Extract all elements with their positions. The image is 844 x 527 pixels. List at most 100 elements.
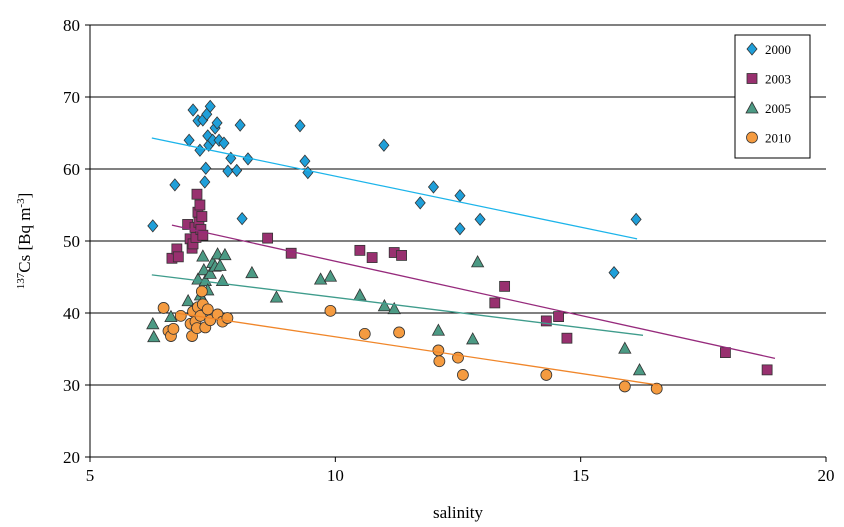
point: [157, 302, 170, 314]
y-tick-label: 50: [63, 232, 80, 251]
point: [269, 290, 284, 303]
point: [414, 196, 426, 210]
point: [196, 249, 210, 262]
point: [427, 180, 439, 194]
point: [191, 188, 203, 200]
point: [378, 138, 390, 152]
point: [218, 247, 232, 261]
x-tick-label: 20: [818, 466, 835, 485]
point: [200, 161, 212, 175]
point: [164, 309, 178, 322]
trend-line: [151, 137, 638, 240]
point: [561, 332, 573, 344]
point: [204, 99, 216, 113]
y-label-sup: -3: [15, 198, 27, 208]
point: [218, 136, 230, 150]
point: [432, 344, 445, 357]
point: [489, 297, 501, 309]
trend-line: [151, 274, 644, 336]
point: [393, 326, 406, 339]
y-label-sup: 137: [15, 272, 27, 289]
y-tick-label: 40: [63, 304, 80, 323]
legend-marker: [746, 131, 758, 144]
y-tick-label: 60: [63, 160, 80, 179]
point: [387, 301, 401, 315]
legend: 2000 2003 2005 2010: [734, 34, 811, 159]
y-label-text: Cs [Bq m: [15, 208, 34, 273]
point: [181, 293, 195, 307]
point: [454, 189, 466, 203]
point: [452, 351, 464, 364]
point: [194, 199, 206, 211]
legend-label: 2003: [765, 72, 791, 87]
x-tick-label: 15: [572, 466, 589, 485]
x-axis-label: salinity: [433, 503, 484, 522]
point: [285, 247, 297, 259]
point: [323, 269, 338, 282]
point: [197, 229, 209, 241]
point: [358, 327, 371, 340]
point: [470, 255, 485, 268]
point: [231, 163, 243, 178]
point: [147, 219, 159, 233]
point: [630, 212, 642, 227]
point: [466, 332, 480, 345]
point: [540, 369, 553, 381]
point: [632, 363, 647, 376]
point: [147, 329, 161, 343]
point: [196, 211, 208, 222]
point: [203, 266, 217, 279]
point: [146, 316, 160, 330]
point: [174, 309, 187, 322]
point: [353, 288, 367, 301]
point: [236, 212, 248, 226]
point: [540, 315, 552, 327]
point: [720, 347, 731, 359]
point: [474, 212, 486, 227]
point: [313, 272, 328, 285]
point: [354, 244, 366, 256]
point: [194, 143, 206, 157]
point: [761, 364, 773, 376]
point: [222, 164, 234, 178]
point: [199, 175, 211, 189]
point: [167, 322, 180, 335]
y-tick-label: 70: [63, 88, 80, 107]
y-tick-label: 80: [63, 16, 80, 35]
legend-label: 2005: [765, 101, 791, 116]
x-tick-label: 10: [327, 466, 344, 485]
point: [213, 258, 227, 271]
point: [454, 222, 466, 236]
trend-line: [171, 224, 776, 359]
point: [553, 311, 564, 323]
point: [197, 262, 211, 276]
y-tick-label: 30: [63, 376, 80, 395]
legend-marker: [746, 73, 758, 84]
point: [366, 252, 378, 263]
point: [499, 280, 511, 292]
point: [618, 341, 632, 354]
point: [294, 119, 306, 133]
point: [172, 251, 184, 263]
point: [302, 165, 314, 180]
point: [201, 303, 214, 316]
point: [195, 285, 208, 298]
y-axis-label: 137Cs [Bq m-3]: [15, 193, 34, 290]
point: [650, 382, 663, 395]
point: [433, 355, 446, 368]
y-label-text: ]: [15, 193, 34, 199]
trend-line: [175, 312, 659, 386]
point: [234, 118, 246, 132]
point: [211, 116, 223, 130]
point: [187, 103, 199, 117]
point: [377, 298, 392, 312]
x-tick-label: 5: [86, 466, 95, 485]
point: [431, 323, 446, 336]
legend-marker: [746, 42, 758, 56]
point: [396, 249, 407, 261]
point: [457, 369, 469, 381]
point: [245, 265, 259, 279]
point: [262, 232, 274, 244]
point: [299, 154, 311, 168]
